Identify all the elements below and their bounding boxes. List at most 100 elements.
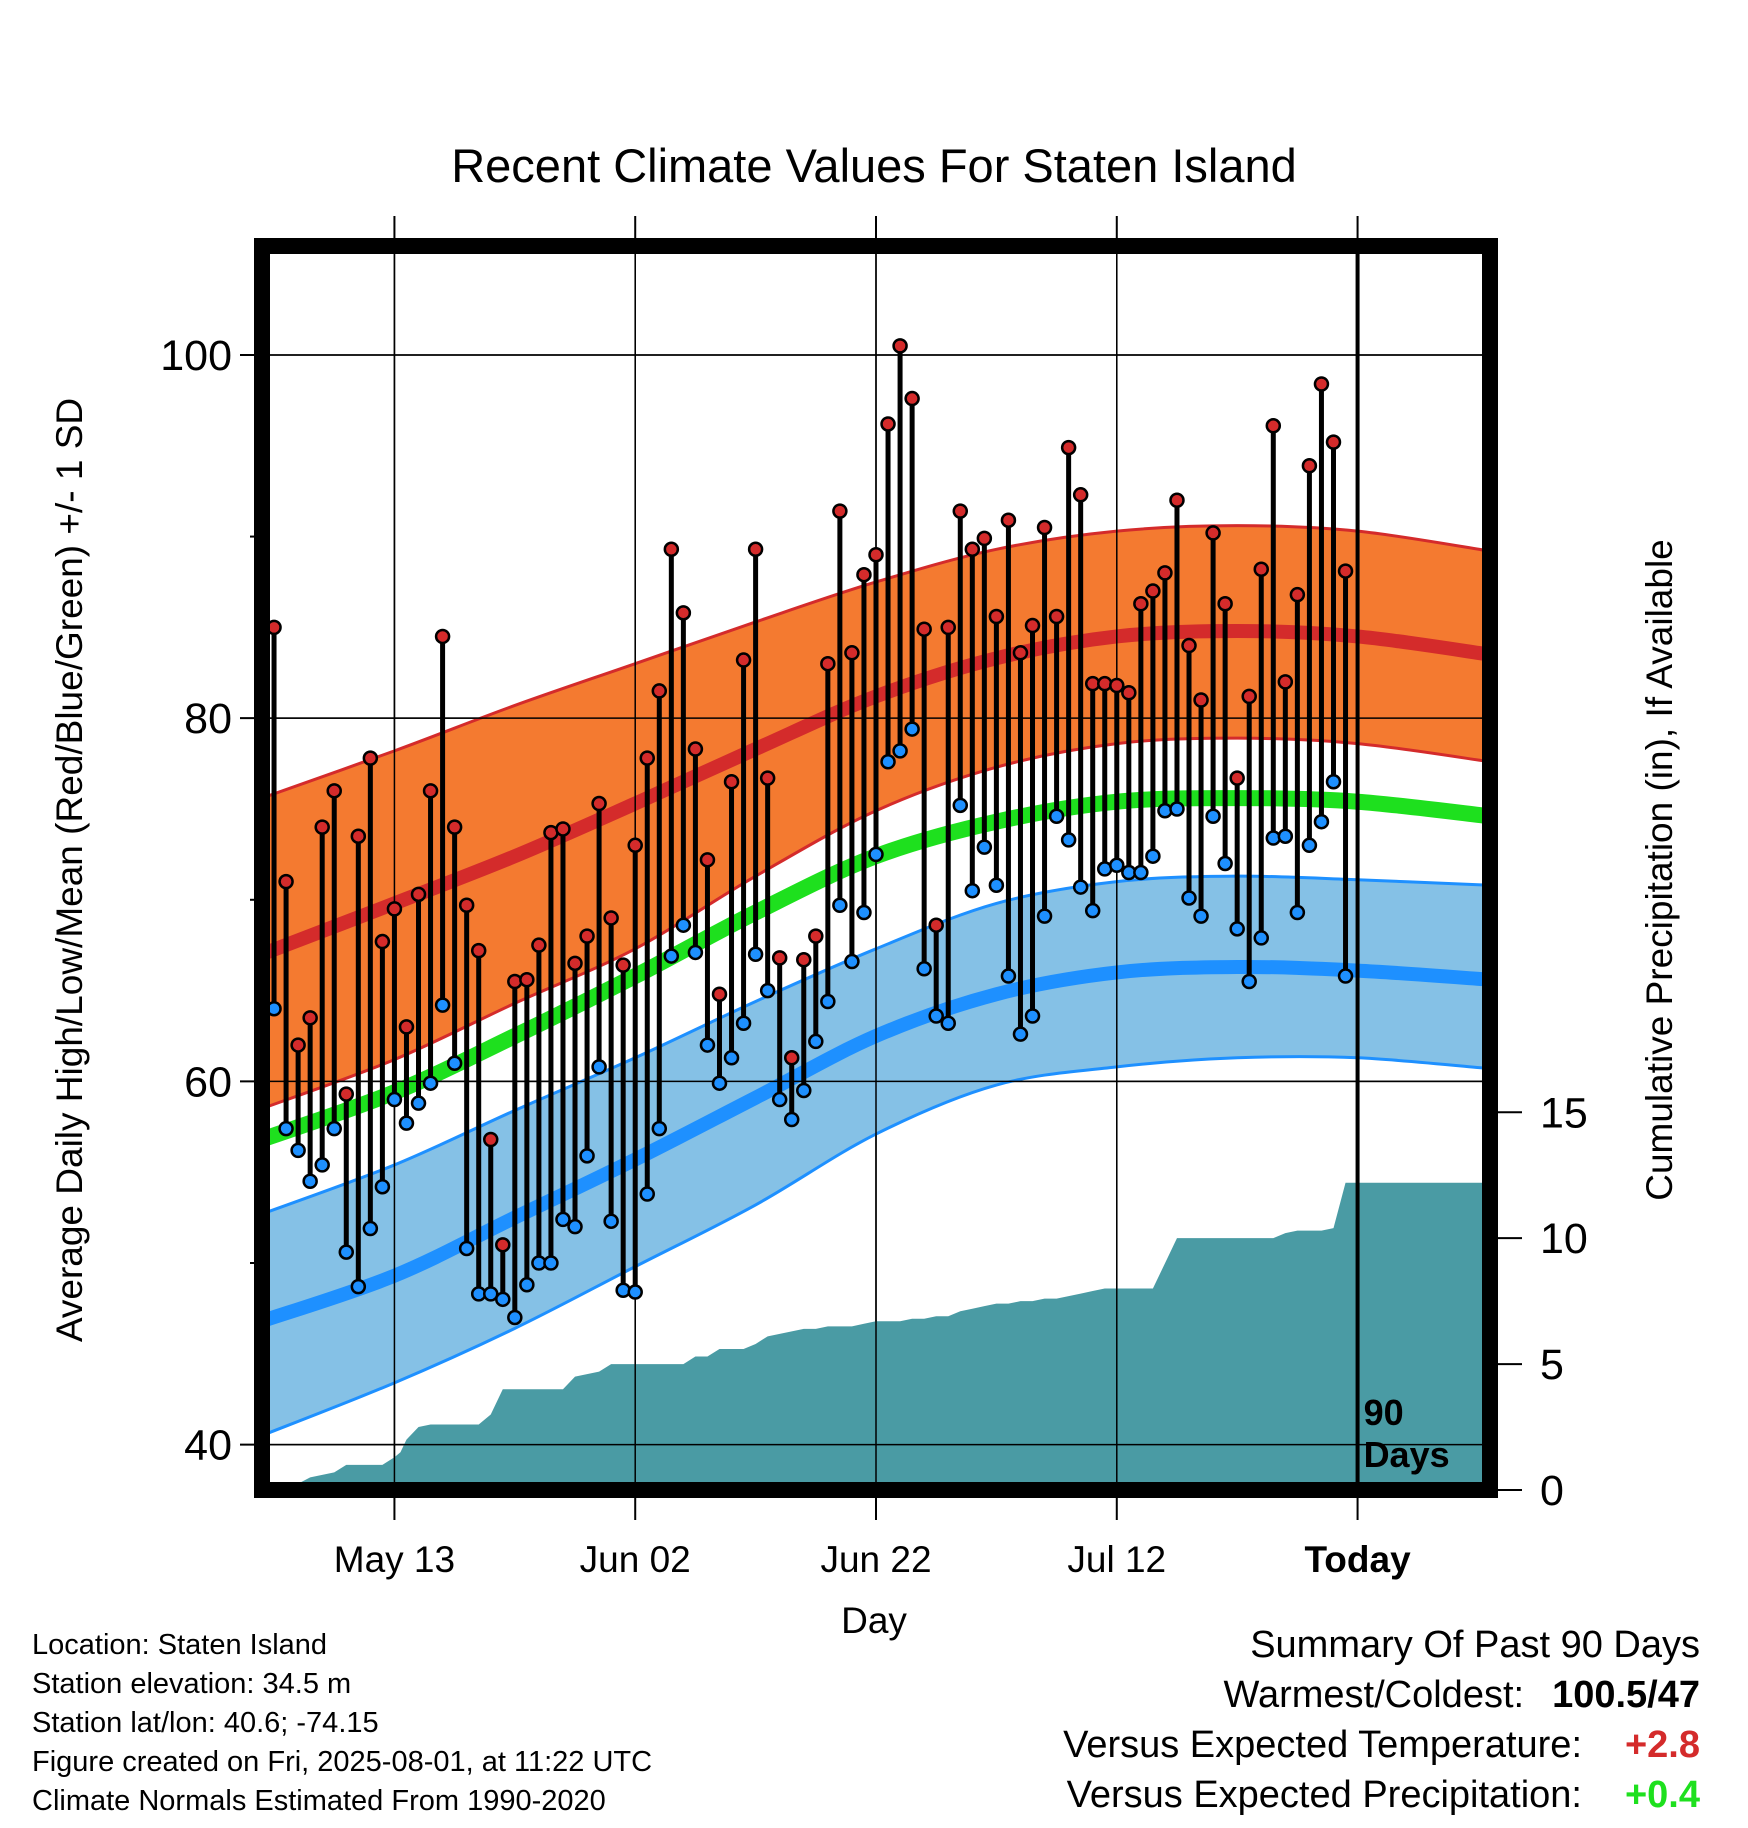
- daily-low-point: [507, 1309, 523, 1326]
- daily-low-point: [567, 1218, 583, 1235]
- precip-value: +0.4: [1624, 1774, 1700, 1816]
- daily-high-point: [1241, 688, 1257, 705]
- daily-low-point: [1217, 855, 1233, 872]
- daily-low-point: [1301, 837, 1318, 854]
- today-label-number: 90: [1364, 1392, 1404, 1433]
- daily-low-point: [856, 904, 872, 921]
- daily-low-point: [663, 948, 680, 964]
- daily-low-point: [976, 839, 993, 855]
- daily-high-point: [495, 1237, 511, 1253]
- daily-low-point: [543, 1255, 559, 1271]
- daily-low-point: [783, 1111, 800, 1128]
- daily-high-point: [1169, 492, 1185, 508]
- daily-low-point: [711, 1075, 728, 1091]
- daily-high-point: [374, 933, 391, 950]
- daily-high-point: [398, 1019, 415, 1035]
- warmest-label: Warmest/Coldest:: [1223, 1674, 1525, 1716]
- daily-high-point: [952, 503, 969, 519]
- daily-low-point: [434, 997, 451, 1013]
- daily-low-point: [952, 797, 969, 814]
- daily-high-point: [603, 910, 619, 926]
- daily-low-point: [398, 1115, 415, 1131]
- created-text: Figure created on Fri, 2025-08-01, at 11…: [32, 1746, 653, 1778]
- daily-low-point: [964, 882, 981, 899]
- daily-low-point: [326, 1120, 342, 1137]
- daily-low-point: [1277, 828, 1294, 844]
- daily-high-point: [1157, 565, 1173, 581]
- daily-high-point: [892, 338, 908, 354]
- x-tick-label: Today: [1304, 1539, 1411, 1580]
- daily-low-point: [627, 1284, 643, 1300]
- daily-low-point: [362, 1220, 379, 1237]
- daily-high-point: [555, 821, 571, 837]
- daily-high-point: [458, 897, 475, 913]
- daily-low-point: [1337, 968, 1354, 984]
- daily-low-point: [1181, 890, 1197, 906]
- y2-tick-label: 10: [1540, 1215, 1588, 1263]
- daily-low-point: [747, 946, 764, 963]
- daily-low-point: [278, 1120, 294, 1137]
- daily-high-point: [615, 957, 631, 973]
- daily-low-point: [579, 1148, 595, 1164]
- daily-high-point: [482, 1131, 499, 1148]
- daily-low-point: [1289, 904, 1306, 921]
- daily-high-point: [904, 390, 920, 407]
- daily-low-point: [1072, 879, 1089, 895]
- daily-high-point: [735, 652, 752, 668]
- daily-high-point: [723, 773, 740, 790]
- daily-high-point: [290, 1037, 306, 1053]
- daily-high-point: [434, 628, 451, 645]
- daily-high-point: [783, 1050, 800, 1066]
- daily-high-point: [1289, 586, 1306, 603]
- daily-low-point: [723, 1050, 740, 1066]
- daily-low-point: [687, 944, 704, 961]
- daily-low-point: [446, 1055, 463, 1071]
- daily-low-point: [1133, 864, 1149, 881]
- daily-low-point: [350, 1278, 367, 1295]
- daily-high-point: [1036, 519, 1053, 536]
- daily-high-point: [386, 901, 403, 917]
- x-tick-label: May 13: [334, 1539, 455, 1580]
- daily-high-point: [651, 683, 668, 699]
- daily-high-point: [1133, 596, 1149, 612]
- daily-high-point: [1145, 583, 1161, 599]
- plot-frame: [254, 238, 1498, 1498]
- daily-low-point: [928, 1008, 944, 1024]
- daily-high-point: [338, 1086, 355, 1102]
- daily-high-point: [446, 819, 463, 835]
- daily-high-point: [1121, 685, 1137, 701]
- daily-high-point: [976, 530, 993, 547]
- elevation-text: Station elevation: 34.5 m: [32, 1668, 352, 1700]
- daily-high-point: [1325, 434, 1342, 450]
- daily-high-point: [687, 741, 704, 757]
- daily-low-point: [639, 1186, 656, 1202]
- y-tick-label: 60: [184, 1058, 232, 1106]
- daily-high-point: [916, 621, 932, 637]
- daily-low-point: [940, 1015, 956, 1032]
- daily-low-point: [603, 1213, 619, 1229]
- daily-high-point: [519, 971, 535, 988]
- daily-high-point: [1012, 645, 1029, 661]
- daily-high-point: [362, 750, 379, 766]
- daily-low-point: [651, 1120, 668, 1137]
- x-tick-label: Jul 12: [1067, 1539, 1166, 1580]
- daily-low-point: [338, 1244, 355, 1260]
- daily-low-point: [591, 1059, 607, 1075]
- daily-low-point: [290, 1142, 306, 1159]
- y-tick-label: 80: [184, 695, 232, 743]
- daily-low-point: [458, 1240, 475, 1257]
- daily-low-point: [916, 961, 932, 977]
- daily-high-point: [1109, 677, 1125, 694]
- daily-low-point: [988, 877, 1005, 894]
- daily-low-point: [1060, 832, 1077, 848]
- x-tick-label: Jun 02: [580, 1539, 691, 1580]
- daily-high-point: [579, 928, 595, 944]
- summary-title: Summary Of Past 90 Days: [1250, 1624, 1700, 1666]
- daily-low-point: [892, 743, 908, 759]
- daily-high-point: [1181, 637, 1197, 654]
- daily-high-point: [796, 951, 812, 968]
- summary-panel: Summary Of Past 90 Days Warmest/Coldest:…: [1063, 1620, 1700, 1820]
- daily-low-point: [314, 1157, 330, 1173]
- daily-low-point: [1313, 813, 1330, 830]
